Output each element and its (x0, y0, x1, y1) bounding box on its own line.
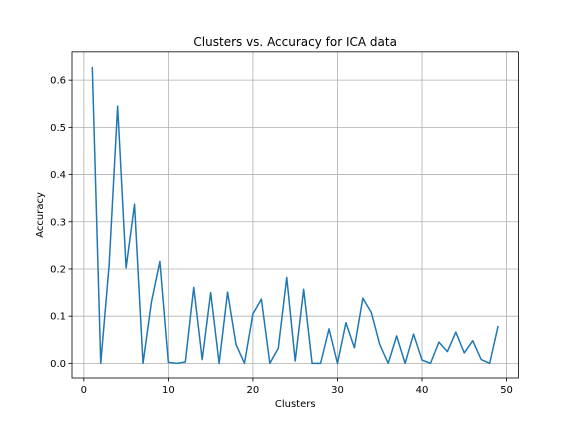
y-tick-label: 0.0 (50, 359, 66, 370)
y-tick-label: 0.3 (50, 217, 66, 228)
plot-frame (71, 51, 519, 379)
y-tick-label: 0.1 (50, 312, 66, 323)
x-axis-label: Clusters (275, 399, 316, 410)
y-axis-label: Accuracy (35, 192, 46, 238)
x-tick-label: 50 (500, 385, 513, 396)
x-tick-label: 10 (162, 385, 175, 396)
x-tick-label: 30 (331, 385, 344, 396)
y-tick-label: 0.5 (50, 123, 66, 134)
chart-title: Clusters vs. Accuracy for ICA data (193, 35, 397, 49)
x-tick-label: 0 (81, 385, 87, 396)
series-line (91, 66, 499, 365)
ticks: 0 10 20 30 40 50 0.0 0.1 0.2 0.3 0.4 0.5 0.6 (50, 76, 513, 396)
x-tick-label: 20 (247, 385, 260, 396)
y-tick-label: 0.6 (50, 76, 66, 87)
y-tick-label: 0.2 (50, 264, 66, 275)
x-tick-label: 40 (416, 385, 429, 396)
y-tick-label: 0.4 (50, 170, 66, 181)
grid (72, 51, 519, 378)
series-layer (91, 66, 499, 365)
